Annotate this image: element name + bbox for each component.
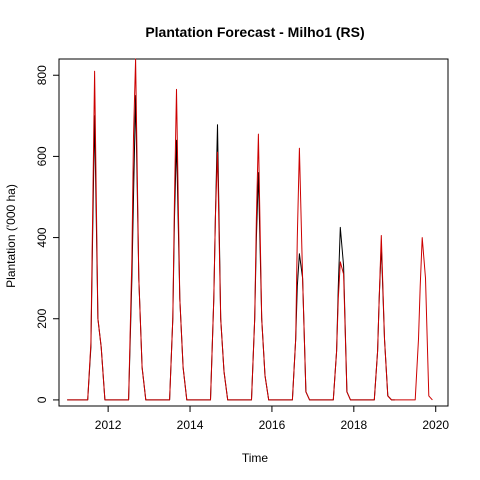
x-tick-label: 2014 <box>177 418 204 432</box>
y-tick-label: 0 <box>35 396 49 403</box>
x-axis-label: Time <box>242 451 269 465</box>
y-tick-label: 600 <box>35 146 49 166</box>
y-tick-label: 400 <box>35 227 49 247</box>
y-tick-label: 800 <box>35 65 49 85</box>
x-tick-label: 2016 <box>259 418 286 432</box>
y-axis-label: Plantation ('000 ha) <box>4 184 18 288</box>
x-axis: 2012 2014 2016 2018 2020 <box>95 405 449 432</box>
x-tick-label: 2018 <box>340 418 367 432</box>
chart-title: Plantation Forecast - Milho1 (RS) <box>145 24 364 40</box>
x-tick-label: 2012 <box>95 418 122 432</box>
y-axis: 0 200 400 600 800 <box>35 65 60 403</box>
x-tick-label: 2020 <box>422 418 449 432</box>
series-line-red <box>67 58 433 401</box>
series-layer <box>67 58 433 401</box>
y-tick-label: 200 <box>35 308 49 328</box>
